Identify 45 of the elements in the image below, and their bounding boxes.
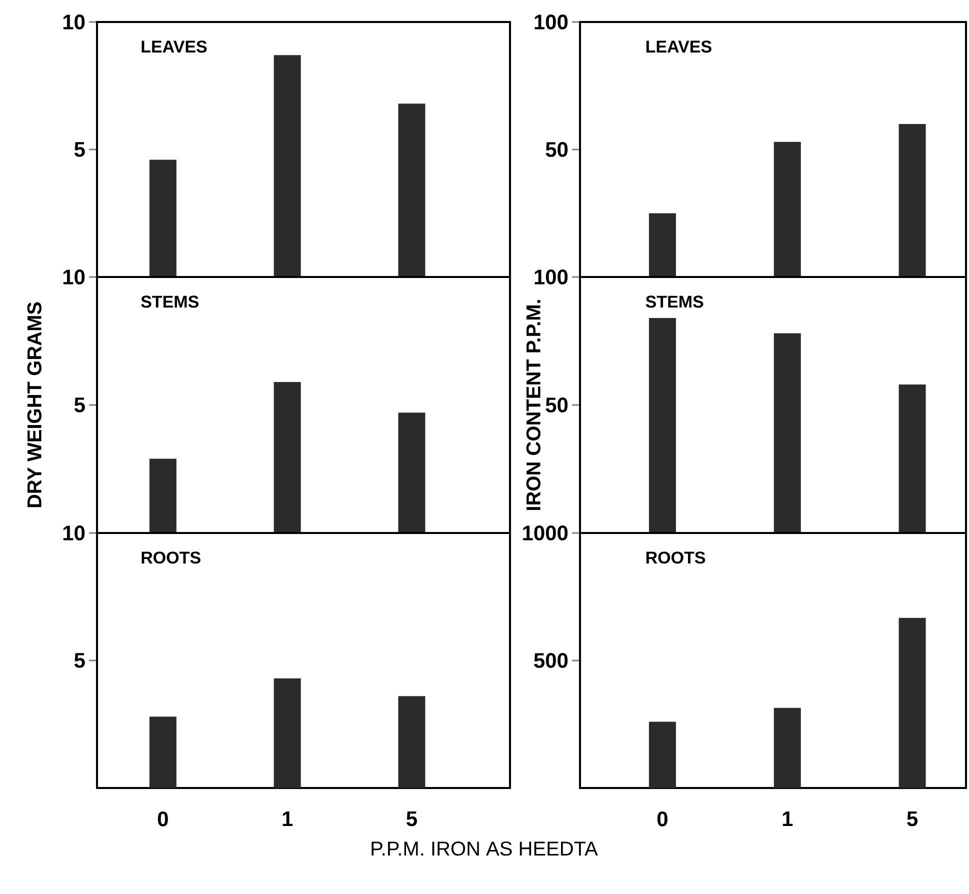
text: ROOTS [142,552,200,564]
bar [648,722,676,788]
x-tick-label: 0 [657,812,668,826]
y-tick-label: 5 [74,142,85,157]
y-axis-title: IRON CONTENT P.P.M. [526,300,540,510]
bar [648,318,676,533]
y-tick-label: 500 [534,653,568,668]
bar [648,213,676,277]
bar [274,55,301,277]
y-tick-label: 10 [63,526,85,540]
y-tick-label: 5 [74,398,85,412]
bar [149,160,176,277]
bar [149,716,176,788]
bar [898,124,926,277]
y-tick-label: 50 [546,142,568,157]
text: LEAVES [142,40,207,53]
bar [398,412,426,533]
text: STEMS [646,296,704,308]
bar [274,382,301,533]
bar [898,384,926,533]
bar [774,708,801,788]
bar [274,678,301,788]
text: LEAVES [646,40,712,53]
y-tick-label: 1000 [523,526,568,540]
bar [774,333,801,533]
bar [898,618,926,788]
x-tick-label: 1 [782,812,793,826]
y-tick-label: 5 [74,653,85,668]
y-tick-label: 10 [63,270,85,284]
x-axis-title: P.P.M. IRON AS HEEDTA [372,842,598,856]
text: STEMS [141,296,199,308]
bar [149,458,176,533]
bar [398,696,426,788]
bar [398,104,426,277]
y-tick-label: 100 [534,14,568,30]
text: ROOTS [646,552,706,564]
y-axis-title: DRY WEIGHT GRAMS [27,302,42,508]
bar [774,142,801,277]
y-tick-label: 50 [546,398,568,412]
x-tick-label: 5 [907,812,918,826]
y-tick-label: 10 [63,14,85,30]
y-tick-label: 100 [534,270,568,284]
x-tick-label: 1 [282,812,293,826]
x-tick-label: 0 [158,812,168,826]
x-tick-label: 5 [406,812,417,826]
